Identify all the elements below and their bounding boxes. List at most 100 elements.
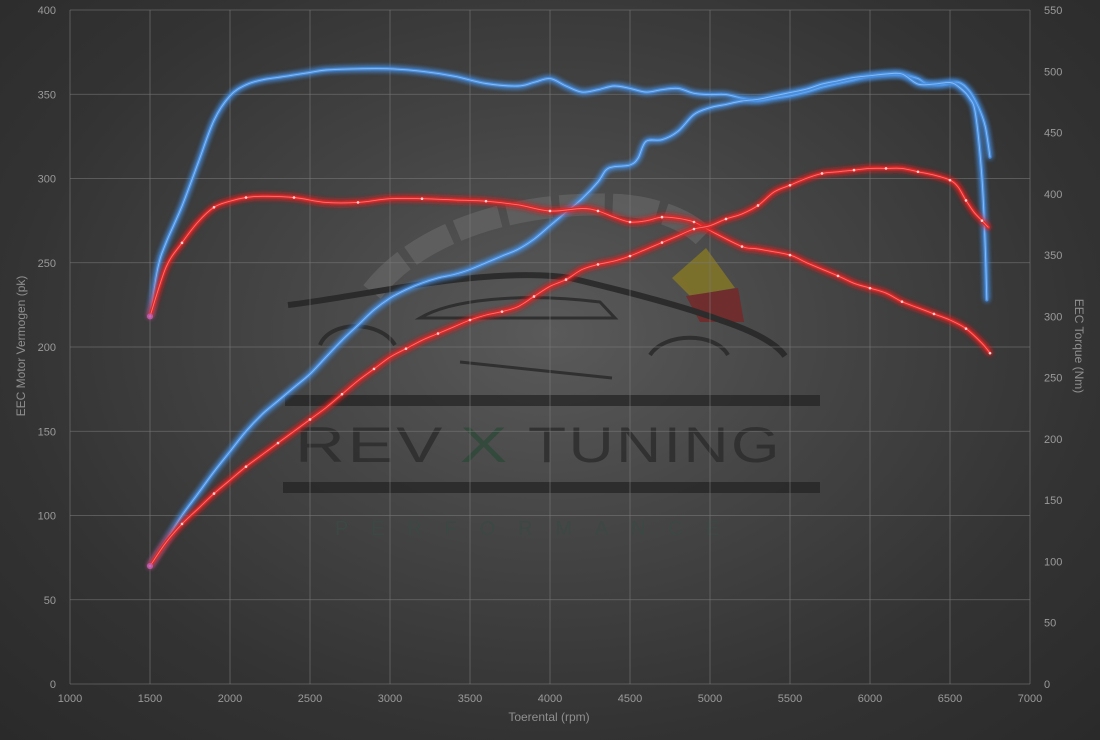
x-axis-title: Toerental (rpm) [508,710,589,724]
series-point [596,209,600,213]
y-right-tick-label: 150 [1044,495,1062,507]
series-1 [147,66,992,320]
series-point [212,205,216,209]
series-point [916,170,920,174]
series-point [964,199,968,202]
series-point [628,254,632,258]
y-left-tick-label: 100 [38,511,56,523]
series-point [884,167,888,170]
series-point [500,310,504,313]
series-point [900,300,904,303]
series-point [532,295,536,298]
series-point [420,197,424,201]
series-point [340,392,344,396]
x-tick-label: 4000 [538,693,562,705]
series-point [244,196,248,199]
series-line [148,166,990,568]
series-point [756,204,760,207]
series-point [692,227,696,231]
series-group [147,66,992,570]
series-point [660,215,664,219]
y-left-tick-label: 0 [50,679,56,691]
y-right-tick-label: 50 [1044,618,1056,630]
y-axis-left-title: EEC Motor Vermogen (pk) [14,276,28,417]
y-left-tick-label: 200 [38,342,56,354]
y-right-tick-label: 550 [1044,5,1062,17]
x-tick-label: 6000 [858,693,882,705]
series-point [660,241,664,244]
car-window-icon [414,296,619,320]
series-point [740,245,744,248]
series-point [372,367,376,371]
x-tick-label: 7000 [1018,693,1042,705]
series-start-point [147,313,153,320]
series-start-point [147,563,153,570]
series-point [628,220,632,224]
series-point [212,492,216,495]
series-point [836,274,840,278]
y-left-tick-label: 300 [38,174,56,186]
logo-bar-top [285,395,820,406]
series-point [308,418,312,421]
y-right-tick-label: 450 [1044,128,1062,140]
series-point [484,199,488,203]
series-point [244,465,248,468]
series-3 [147,194,992,355]
x-tick-label: 2000 [218,693,242,705]
x-axis-ticks: 1000 1500 2000 2500 3000 3500 4000 4500 5000 5500… [58,693,1042,705]
series-point [436,332,440,335]
series-line-core [149,167,989,567]
y-right-tick-label: 0 [1044,679,1050,691]
series-line [148,194,992,355]
series-2 [147,71,989,570]
series-point [356,201,360,204]
y-axis-left-ticks: 0 50 100 150 200 250 300 350 400 [38,5,56,691]
gauge-yellow-icon [672,248,735,296]
series-point [548,209,552,213]
y-right-tick-label: 100 [1044,556,1062,568]
y-right-tick-label: 250 [1044,373,1062,385]
series-point [692,220,696,224]
x-tick-label: 5000 [698,693,722,705]
series-point [468,318,472,322]
logo-bar-bottom [283,482,820,493]
car-sill-icon [459,360,613,380]
series-point [980,219,984,222]
series-point [404,347,408,350]
series-point [596,263,600,266]
x-tick-label: 5500 [778,693,802,705]
series-point [564,278,568,281]
series-point [292,196,296,199]
series-point [868,286,872,290]
logo-rev-text: REV [295,417,445,473]
car-wheel-rear-icon [648,335,730,357]
y-left-tick-label: 250 [38,258,56,270]
y-right-tick-label: 400 [1044,189,1062,201]
y-left-tick-label: 50 [44,595,56,607]
series-point [724,217,728,221]
series-point [988,351,992,355]
y-right-tick-label: 500 [1044,66,1062,78]
x-tick-label: 3000 [378,693,402,705]
series-point [180,522,184,526]
y-axis-right-title: EEC Torque (Nm) [1072,299,1086,393]
x-tick-label: 6500 [938,693,962,705]
car-wheel-front-icon [318,324,397,347]
logo-x-text: X [460,417,510,473]
series-point [852,168,856,172]
series-point [964,327,968,330]
series-point [820,172,824,175]
x-tick-label: 4500 [618,693,642,705]
y-right-tick-label: 300 [1044,311,1062,323]
series-point [948,178,952,182]
y-left-tick-label: 150 [38,426,56,438]
y-right-tick-label: 200 [1044,434,1062,446]
y-right-tick-label: 350 [1044,250,1062,262]
x-tick-label: 1500 [138,693,162,705]
series-line-core [149,72,988,567]
series-point [276,441,280,445]
y-left-tick-label: 400 [38,5,56,17]
logo-subtitle-text: PERFORMANCE [335,518,730,540]
y-axis-right-ticks: 0 50 100 150 200 250 300 350 400 450 500 550 [1044,5,1062,691]
series-point [932,312,936,316]
